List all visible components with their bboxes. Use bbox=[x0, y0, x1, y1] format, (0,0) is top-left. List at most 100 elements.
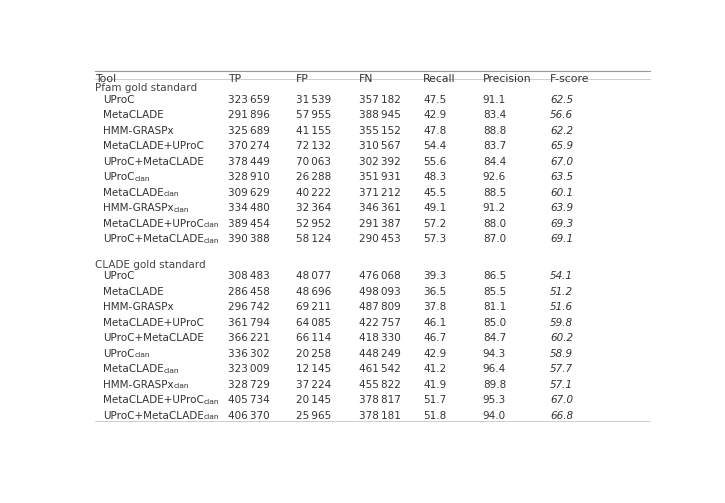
Text: 336 302: 336 302 bbox=[228, 349, 270, 359]
Text: 63.5: 63.5 bbox=[550, 173, 573, 182]
Text: 65.9: 65.9 bbox=[550, 141, 573, 151]
Text: MetaCLADE: MetaCLADE bbox=[103, 110, 164, 120]
Text: 328 910: 328 910 bbox=[228, 173, 270, 182]
Text: 60.1: 60.1 bbox=[550, 188, 573, 198]
Text: 388 945: 388 945 bbox=[359, 110, 401, 120]
Text: MetaCLADE+UProC: MetaCLADE+UProC bbox=[103, 395, 204, 405]
Text: FP: FP bbox=[296, 74, 309, 84]
Text: FN: FN bbox=[359, 74, 373, 84]
Text: 461 542: 461 542 bbox=[359, 364, 401, 374]
Text: 84.4: 84.4 bbox=[483, 157, 506, 167]
Text: 54.1: 54.1 bbox=[550, 272, 573, 282]
Text: 309 629: 309 629 bbox=[228, 188, 270, 198]
Text: MetaCLADE: MetaCLADE bbox=[103, 364, 164, 374]
Text: 31 539: 31 539 bbox=[296, 95, 331, 105]
Text: clan: clan bbox=[134, 176, 150, 182]
Text: 378 449: 378 449 bbox=[228, 157, 270, 167]
Text: 47.8: 47.8 bbox=[423, 126, 447, 136]
Text: clan: clan bbox=[164, 368, 179, 374]
Text: 290 453: 290 453 bbox=[359, 234, 401, 244]
Text: 302 392: 302 392 bbox=[359, 157, 401, 167]
Text: 323 659: 323 659 bbox=[228, 95, 270, 105]
Text: 291 387: 291 387 bbox=[359, 219, 401, 229]
Text: 91.2: 91.2 bbox=[483, 203, 506, 213]
Text: HMM-GRASPx: HMM-GRASPx bbox=[103, 302, 173, 312]
Text: 448 249: 448 249 bbox=[359, 349, 401, 359]
Text: HMM-GRASPx: HMM-GRASPx bbox=[103, 380, 173, 390]
Text: 46.7: 46.7 bbox=[423, 333, 447, 344]
Text: 72 132: 72 132 bbox=[296, 141, 331, 151]
Text: 57.7: 57.7 bbox=[550, 364, 573, 374]
Text: 40 222: 40 222 bbox=[296, 188, 331, 198]
Text: 88.5: 88.5 bbox=[483, 188, 506, 198]
Text: 366 221: 366 221 bbox=[228, 333, 270, 344]
Text: 57.2: 57.2 bbox=[423, 219, 447, 229]
Text: UProC: UProC bbox=[103, 173, 134, 182]
Text: 41 155: 41 155 bbox=[296, 126, 331, 136]
Text: 20 145: 20 145 bbox=[296, 395, 331, 405]
Text: 63.9: 63.9 bbox=[550, 203, 573, 213]
Text: 84.7: 84.7 bbox=[483, 333, 506, 344]
Text: UProC: UProC bbox=[103, 349, 134, 359]
Text: UProC: UProC bbox=[103, 95, 134, 105]
Text: 371 212: 371 212 bbox=[359, 188, 401, 198]
Text: 94.0: 94.0 bbox=[483, 411, 506, 421]
Text: clan: clan bbox=[204, 414, 220, 421]
Text: 92.6: 92.6 bbox=[483, 173, 506, 182]
Text: clan: clan bbox=[173, 383, 189, 389]
Text: 361 794: 361 794 bbox=[228, 318, 270, 328]
Text: 422 757: 422 757 bbox=[359, 318, 401, 328]
Text: 57 955: 57 955 bbox=[296, 110, 331, 120]
Text: 323 009: 323 009 bbox=[228, 364, 270, 374]
Text: UProC+MetaCLADE: UProC+MetaCLADE bbox=[103, 411, 204, 421]
Text: 66 114: 66 114 bbox=[296, 333, 331, 344]
Text: 310 567: 310 567 bbox=[359, 141, 401, 151]
Text: 32 364: 32 364 bbox=[296, 203, 331, 213]
Text: 41.9: 41.9 bbox=[423, 380, 447, 390]
Text: 48 696: 48 696 bbox=[296, 287, 331, 297]
Text: 42.9: 42.9 bbox=[423, 110, 447, 120]
Text: UProC+MetaCLADE: UProC+MetaCLADE bbox=[103, 333, 204, 344]
Text: 69.3: 69.3 bbox=[550, 219, 573, 229]
Text: 476 068: 476 068 bbox=[359, 272, 401, 282]
Text: 378 181: 378 181 bbox=[359, 411, 401, 421]
Text: clan: clan bbox=[173, 207, 189, 213]
Text: 26 288: 26 288 bbox=[296, 173, 331, 182]
Text: 37.8: 37.8 bbox=[423, 302, 447, 312]
Text: 20 258: 20 258 bbox=[296, 349, 331, 359]
Text: 91.1: 91.1 bbox=[483, 95, 506, 105]
Text: 88.0: 88.0 bbox=[483, 219, 506, 229]
Text: TP: TP bbox=[228, 74, 241, 84]
Text: 346 361: 346 361 bbox=[359, 203, 401, 213]
Text: 390 388: 390 388 bbox=[228, 234, 270, 244]
Text: 48.3: 48.3 bbox=[423, 173, 447, 182]
Text: MetaCLADE: MetaCLADE bbox=[103, 188, 164, 198]
Text: 57.3: 57.3 bbox=[423, 234, 447, 244]
Text: 96.4: 96.4 bbox=[483, 364, 506, 374]
Text: 69 211: 69 211 bbox=[296, 302, 331, 312]
Text: 52 952: 52 952 bbox=[296, 219, 331, 229]
Text: 57.1: 57.1 bbox=[550, 380, 573, 390]
Text: 12 145: 12 145 bbox=[296, 364, 331, 374]
Text: 498 093: 498 093 bbox=[359, 287, 401, 297]
Text: 51.6: 51.6 bbox=[550, 302, 573, 312]
Text: 286 458: 286 458 bbox=[228, 287, 270, 297]
Text: 85.0: 85.0 bbox=[483, 318, 506, 328]
Text: Precision: Precision bbox=[483, 74, 531, 84]
Text: 487 809: 487 809 bbox=[359, 302, 401, 312]
Text: Tool: Tool bbox=[95, 74, 116, 84]
Text: 291 896: 291 896 bbox=[228, 110, 270, 120]
Text: 389 454: 389 454 bbox=[228, 219, 270, 229]
Text: UProC+MetaCLADE: UProC+MetaCLADE bbox=[103, 234, 204, 244]
Text: 62.5: 62.5 bbox=[550, 95, 573, 105]
Text: 405 734: 405 734 bbox=[228, 395, 270, 405]
Text: 85.5: 85.5 bbox=[483, 287, 506, 297]
Text: 378 817: 378 817 bbox=[359, 395, 401, 405]
Text: clan: clan bbox=[164, 191, 179, 197]
Text: CLADE gold standard: CLADE gold standard bbox=[95, 260, 206, 270]
Text: 70 063: 70 063 bbox=[296, 157, 331, 167]
Text: 59.8: 59.8 bbox=[550, 318, 573, 328]
Text: 89.8: 89.8 bbox=[483, 380, 506, 390]
Text: 46.1: 46.1 bbox=[423, 318, 447, 328]
Text: 66.8: 66.8 bbox=[550, 411, 573, 421]
